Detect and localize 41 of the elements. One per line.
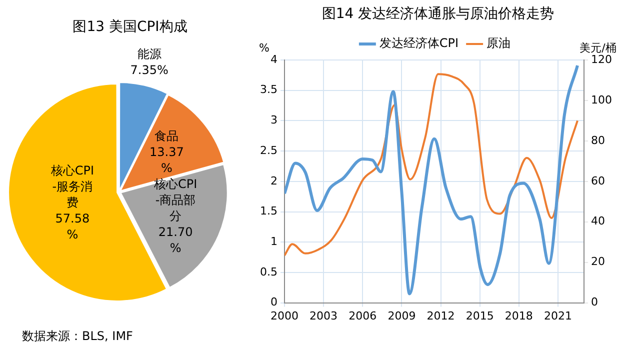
y-tick-label: 1 xyxy=(270,234,278,248)
x-tick-label: 2003 xyxy=(310,309,338,322)
y2-tick-label: 80 xyxy=(591,134,606,147)
legend-label: 原油 xyxy=(486,36,511,50)
data-label: 21.70% xyxy=(158,224,193,255)
chart-title: 图13 美国CPI构成 xyxy=(72,18,188,36)
y2-axis-title: 美元/桶 xyxy=(580,41,616,54)
x-tick-label: 2015 xyxy=(466,309,494,322)
y-tick-label: 3 xyxy=(270,114,278,127)
y-tick-label: 4 xyxy=(270,52,278,66)
y-tick-label: 2.5 xyxy=(260,144,278,157)
y2-tick-label: 100 xyxy=(591,93,612,106)
slice-label: 能源 xyxy=(137,47,162,62)
y2-tick-label: 60 xyxy=(591,174,606,188)
slice-label: 食品 xyxy=(154,128,179,143)
line-series xyxy=(284,64,579,296)
y-tick-label: 2 xyxy=(270,174,278,188)
data-label: 13.37% xyxy=(150,144,184,175)
data-label: 7.35% xyxy=(130,63,168,78)
y-tick-label: 0 xyxy=(270,296,278,309)
x-tick-label: 2018 xyxy=(504,309,533,322)
chart-title: 图14 发达经济体通胀与原油价格走势 xyxy=(320,5,556,23)
y2-tick-label: 40 xyxy=(591,214,606,228)
line-series xyxy=(284,73,578,256)
y2-tick-label: 20 xyxy=(591,255,606,268)
y-axis-title: % xyxy=(259,41,270,54)
source-note: 数据来源：BLS, IMF xyxy=(22,328,133,345)
x-tick-label: 2006 xyxy=(348,309,377,322)
y-tick-label: 1.5 xyxy=(260,204,278,218)
slice-label: 核心CPI-服务消费 xyxy=(50,163,94,210)
legend-label: 发达经济体CPI xyxy=(379,36,459,50)
y-tick-label: 0.5 xyxy=(260,265,278,278)
y-tick-label: 3.5 xyxy=(260,83,278,96)
slice-label: 核心CPI-商品部分 xyxy=(153,176,198,223)
x-tick-label: 2021 xyxy=(544,309,572,322)
x-tick-label: 2009 xyxy=(388,309,416,322)
y2-tick-label: 0 xyxy=(591,296,598,309)
x-tick-label: 2012 xyxy=(426,309,455,322)
data-label: 57.58% xyxy=(55,211,90,242)
x-tick-label: 2000 xyxy=(270,309,298,322)
y2-tick-label: 120 xyxy=(591,52,612,66)
